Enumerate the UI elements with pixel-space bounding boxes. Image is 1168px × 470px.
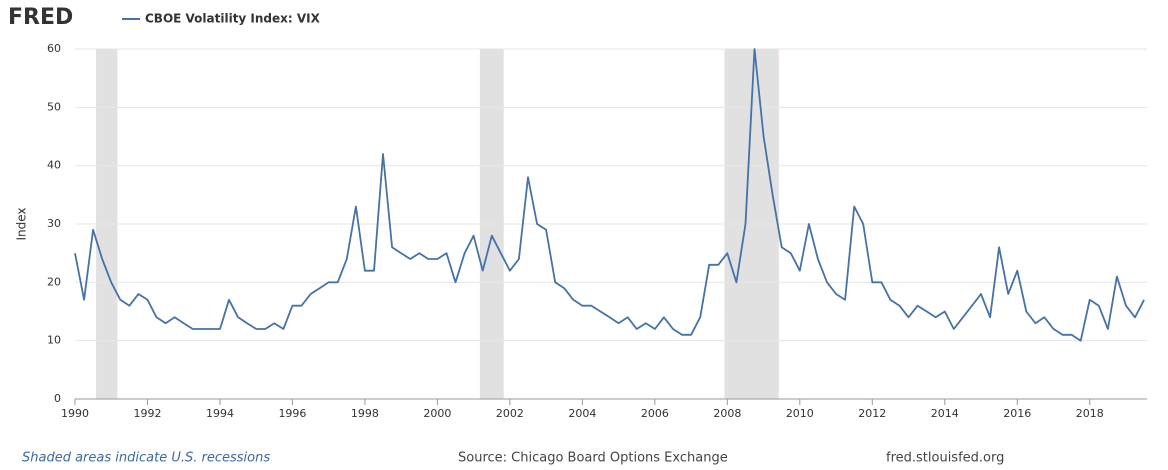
site: fred.stlouisfed.org (886, 451, 1004, 466)
x-tick-label: 2002 (496, 407, 524, 420)
x-tick-label: 2000 (423, 407, 451, 420)
x-tick-label: 2012 (858, 407, 886, 420)
y-tick-label: 60 (47, 42, 61, 55)
x-tick-label: 2018 (1076, 407, 1104, 420)
y-tick-label: 20 (47, 275, 61, 288)
y-tick-label: 30 (47, 217, 61, 230)
x-tick-label: 2006 (641, 407, 669, 420)
footnote: Shaded areas indicate U.S. recessions (22, 451, 270, 466)
x-tick-label: 1994 (206, 407, 234, 420)
x-tick-label: 1998 (351, 407, 379, 420)
x-tick-label: 1996 (278, 407, 306, 420)
source: Source: Chicago Board Options Exchange (458, 451, 728, 466)
series-line (74, 48, 1145, 342)
x-tick-label: 1990 (61, 407, 89, 420)
x-tick-label: 1992 (133, 407, 161, 420)
y-tick-label: 50 (47, 100, 61, 113)
x-tick-label: 2016 (1003, 407, 1031, 420)
x-tick-label: 2014 (931, 407, 959, 420)
y-tick-label: 0 (54, 392, 61, 405)
x-tick-label: 2008 (713, 407, 741, 420)
legend-label: CBOE Volatility Index: VIX (145, 12, 321, 26)
logo: FRED (8, 5, 73, 30)
y-tick-label: 10 (47, 334, 61, 347)
x-tick-label: 2004 (568, 407, 596, 420)
y-tick-label: 40 (47, 159, 61, 172)
x-tick-label: 2010 (786, 407, 814, 420)
y-axis-label: Index (15, 207, 29, 240)
